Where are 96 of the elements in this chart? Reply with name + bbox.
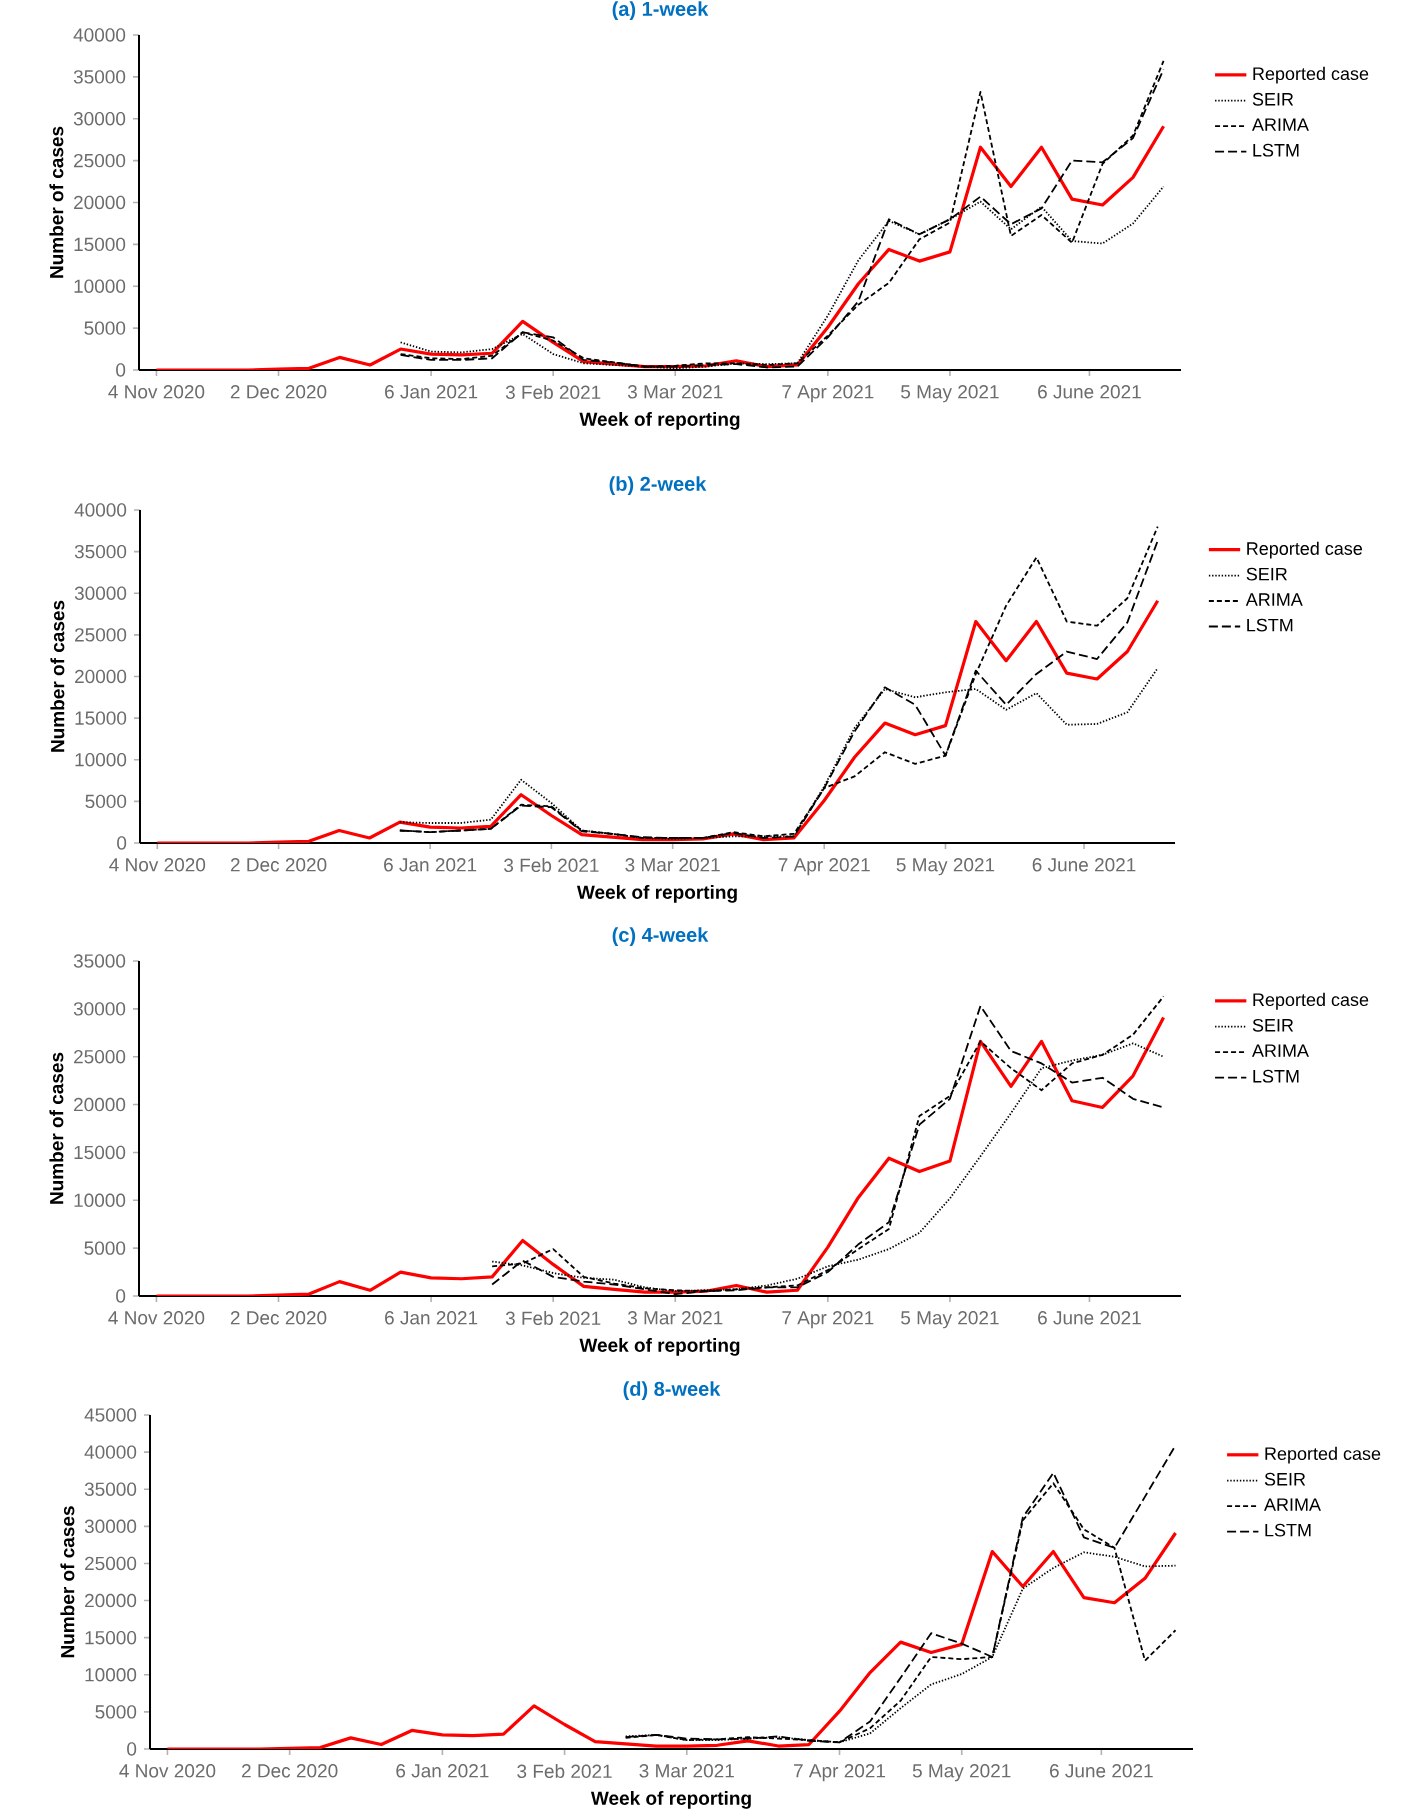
x-tick-label: 3 Mar 2021 <box>639 1764 734 1778</box>
legend-label: LSTM <box>1253 143 1299 157</box>
y-tick-label: 10000 <box>75 753 127 767</box>
x-tick-label: 2 Dec 2020 <box>230 858 327 872</box>
legend-label: Reported case <box>1247 541 1363 559</box>
y-tick-label: 5000 <box>95 1705 137 1719</box>
legend-label: ARIMA <box>1251 1044 1309 1057</box>
x-tick-label: 6 Jan 2021 <box>396 1764 489 1778</box>
x-axis-title: Week of reporting <box>579 411 740 430</box>
y-tick-label: 15000 <box>85 1630 137 1645</box>
y-tick-label: 10000 <box>85 1668 137 1682</box>
y-tick-label: 15000 <box>75 711 127 725</box>
y-tick-label: 30000 <box>74 586 127 600</box>
y-tick-label: 0 <box>117 836 127 850</box>
x-axis-title: Week of reporting <box>576 885 737 903</box>
legend-label: SEIR <box>1252 92 1294 106</box>
x-tick-label: 4 Nov 2020 <box>109 858 206 872</box>
x-tick-label: 5 May 2021 <box>912 1764 1011 1782</box>
legend-label: ARIMA <box>1251 118 1309 131</box>
x-tick-label: 5 May 2021 <box>901 1311 999 1329</box>
x-tick-label: 4 Nov 2020 <box>108 1311 205 1325</box>
x-tick-label: 3 Mar 2021 <box>627 385 723 399</box>
x-tick-label: 7 Apr 2021 <box>778 858 870 876</box>
x-tick-label: 3 Mar 2021 <box>627 1311 723 1325</box>
y-tick-label: 25000 <box>85 1556 137 1571</box>
legend-label: SEIR <box>1252 1018 1294 1032</box>
x-tick-label: 3 Feb 2021 <box>517 1764 612 1779</box>
x-tick-label: 2 Dec 2020 <box>230 385 327 399</box>
y-tick-label: 15000 <box>74 1145 126 1160</box>
legend-label: LSTM <box>1253 1069 1299 1083</box>
x-tick-label: 6 June 2021 <box>1032 858 1136 872</box>
y-tick-label: 25000 <box>75 628 127 642</box>
y-tick-label: 20000 <box>74 1097 126 1112</box>
y-tick-label: 35000 <box>73 954 126 968</box>
x-tick-label: 2 Dec 2020 <box>242 1764 338 1778</box>
y-tick-label: 25000 <box>74 153 126 168</box>
x-axis-title: Week of reporting <box>579 1338 740 1356</box>
y-tick-label: 35000 <box>73 70 126 84</box>
y-tick-label: 30000 <box>73 1002 126 1016</box>
y-axis-title: Number of cases <box>49 126 64 278</box>
x-tick-label: 6 June 2021 <box>1038 385 1141 399</box>
y-tick-label: 35000 <box>84 1482 137 1496</box>
legend-label: ARIMA <box>1264 1498 1321 1511</box>
legend-label: ARIMA <box>1245 593 1303 606</box>
chart-title: (b) 2-week <box>609 476 707 495</box>
x-tick-label: 7 Apr 2021 <box>782 385 874 403</box>
x-tick-label: 4 Nov 2020 <box>108 385 205 399</box>
y-tick-label: 5000 <box>84 321 126 335</box>
y-tick-label: 20000 <box>74 195 126 210</box>
y-tick-label: 25000 <box>74 1049 126 1064</box>
x-tick-label: 3 Feb 2021 <box>505 385 601 400</box>
y-tick-label: 10000 <box>74 279 126 293</box>
y-tick-label: 5000 <box>84 1241 126 1255</box>
x-axis-title: Week of reporting <box>590 1791 751 1809</box>
y-axis-title: Number of cases <box>50 600 65 752</box>
y-tick-label: 0 <box>116 363 126 377</box>
y-tick-label: 10000 <box>74 1193 126 1208</box>
x-tick-label: 5 May 2021 <box>901 385 999 403</box>
y-tick-label: 5000 <box>85 794 127 809</box>
x-tick-label: 3 Mar 2021 <box>625 858 720 872</box>
legend-label: LSTM <box>1265 1523 1311 1537</box>
x-tick-label: 6 June 2021 <box>1050 1764 1153 1778</box>
y-tick-label: 45000 <box>84 1408 137 1422</box>
x-tick-label: 7 Apr 2021 <box>794 1764 886 1782</box>
legend-label: SEIR <box>1264 1472 1306 1486</box>
chart-title: (c) 4-week <box>612 927 709 946</box>
x-tick-label: 3 Feb 2021 <box>504 858 599 873</box>
legend-label: SEIR <box>1246 567 1287 581</box>
x-tick-label: 2 Dec 2020 <box>230 1311 327 1325</box>
legend-label: Reported case <box>1253 992 1369 1010</box>
y-tick-label: 40000 <box>74 503 127 517</box>
x-tick-label: 6 Jan 2021 <box>385 385 478 399</box>
y-tick-label: 15000 <box>74 237 126 252</box>
x-tick-label: 6 Jan 2021 <box>385 1311 478 1325</box>
y-tick-label: 40000 <box>84 1445 137 1459</box>
x-tick-label: 6 Jan 2021 <box>384 858 477 872</box>
y-axis-title: Number of cases <box>49 1052 64 1204</box>
legend-label: LSTM <box>1247 618 1293 632</box>
y-tick-label: 20000 <box>85 1593 137 1608</box>
y-tick-label: 35000 <box>74 544 127 559</box>
y-tick-label: 30000 <box>73 112 126 126</box>
chart-title: (a) 1-week <box>612 1 709 20</box>
y-tick-label: 20000 <box>75 669 127 684</box>
legend-label: Reported case <box>1265 1446 1381 1464</box>
y-tick-label: 30000 <box>84 1519 137 1534</box>
y-tick-label: 40000 <box>73 28 126 42</box>
x-tick-label: 5 May 2021 <box>896 858 995 876</box>
y-tick-label: 0 <box>116 1289 126 1303</box>
x-tick-label: 6 June 2021 <box>1038 1311 1141 1325</box>
x-tick-label: 7 Apr 2021 <box>782 1311 874 1329</box>
x-tick-label: 4 Nov 2020 <box>119 1764 216 1778</box>
y-axis-title: Number of cases <box>60 1506 75 1658</box>
x-tick-label: 3 Feb 2021 <box>505 1311 601 1326</box>
legend-label: Reported case <box>1253 66 1369 84</box>
y-tick-label: 0 <box>127 1742 137 1756</box>
chart-title: (d) 8-week <box>623 1381 721 1400</box>
